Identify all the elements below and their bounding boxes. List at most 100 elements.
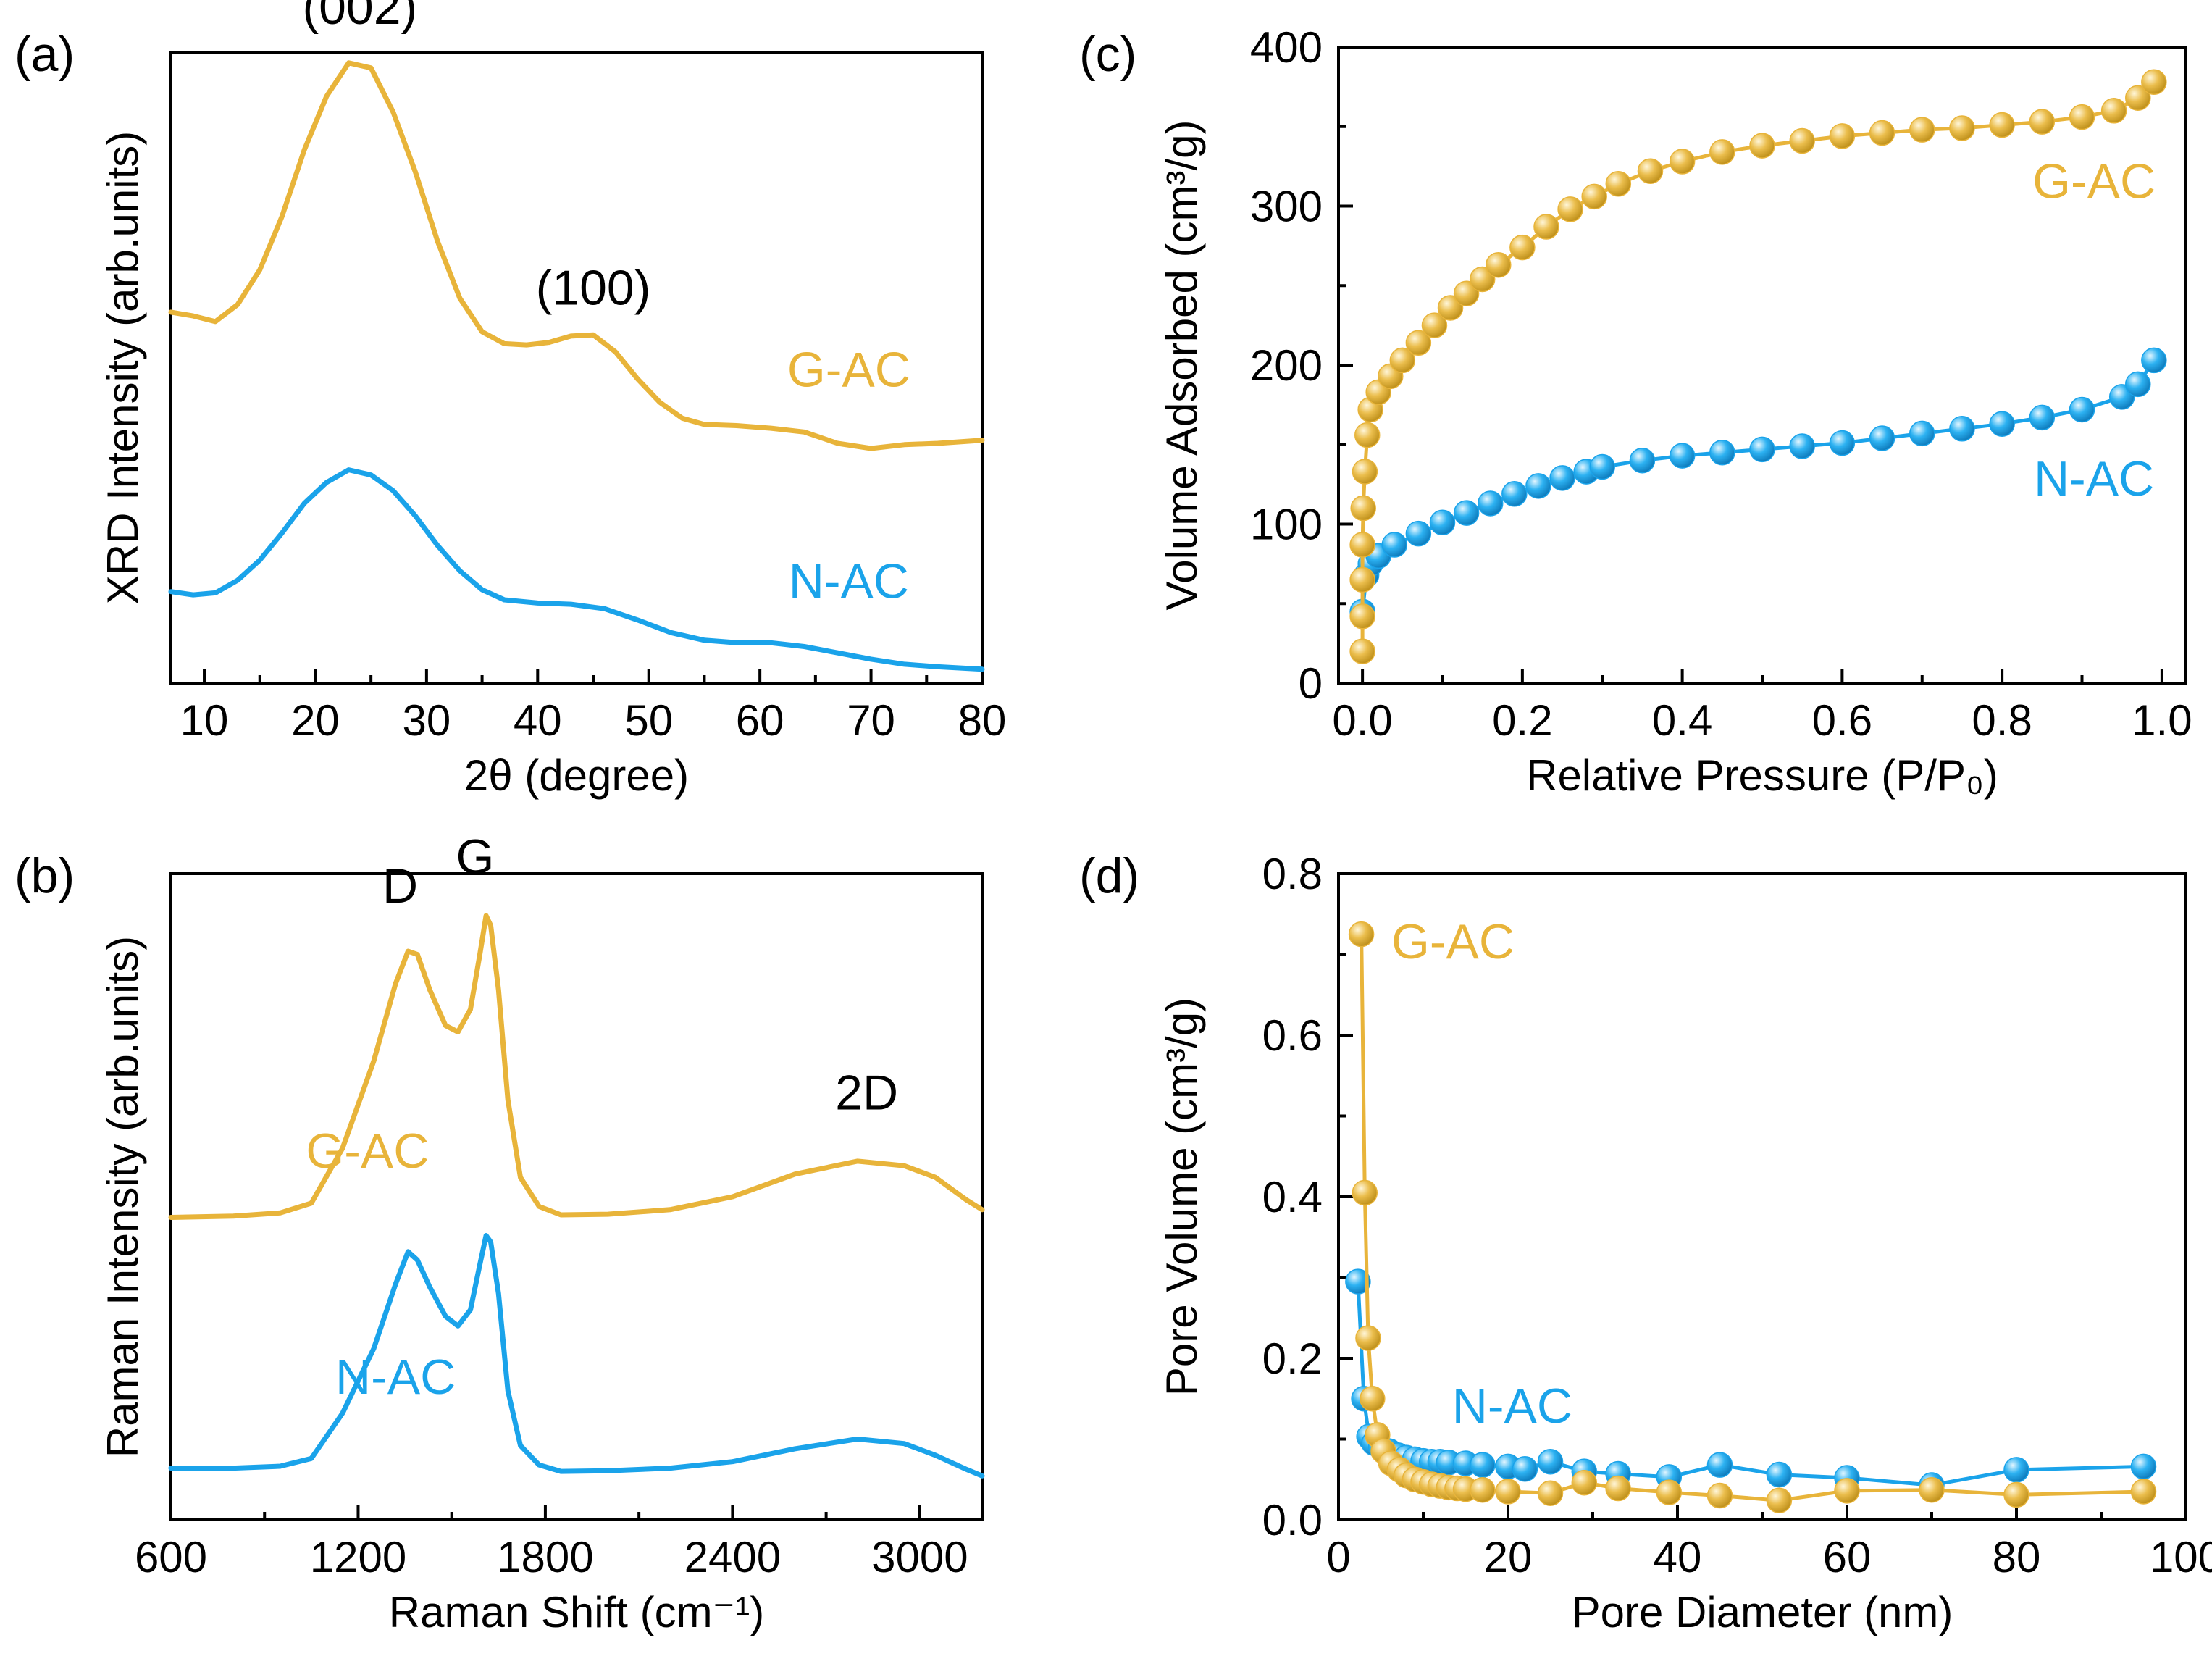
x-tick-label: 30	[403, 696, 451, 745]
y-axis-title: Raman Intensity (arb.units)	[99, 936, 147, 1458]
x-tick-label: 0.0	[1332, 696, 1392, 745]
data-point-g-ac	[2100, 98, 2127, 124]
annotation-label: G-AC	[306, 1124, 429, 1179]
data-point-g-ac	[1354, 422, 1381, 448]
x-tick-label: 20	[1484, 1533, 1533, 1581]
annotation-label: (100)	[536, 260, 651, 315]
data-point-n-ac	[1345, 1268, 1371, 1295]
annotation-label: N-AC	[789, 553, 909, 609]
data-point-n-ac	[1949, 416, 1975, 442]
annotation-label: N-AC	[1452, 1379, 1572, 1434]
data-point-n-ac	[1706, 1452, 1733, 1478]
data-point-g-ac	[1360, 1386, 1386, 1412]
panel-label: (b)	[14, 848, 75, 903]
data-point-n-ac	[1470, 1452, 1496, 1478]
annotation-label: N-AC	[2034, 451, 2154, 506]
data-point-n-ac	[1381, 532, 1408, 558]
data-point-g-ac	[2130, 1479, 2157, 1505]
data-point-n-ac	[1709, 439, 1735, 466]
x-tick-label: 0.2	[1492, 696, 1552, 745]
x-tick-label: 1200	[310, 1533, 406, 1581]
data-point-n-ac	[1766, 1461, 1793, 1488]
data-point-g-ac	[1605, 1475, 1631, 1502]
y-tick-label: 0.4	[1262, 1173, 1323, 1221]
data-point-g-ac	[1989, 112, 2015, 138]
annotation-label: G-AC	[787, 343, 910, 398]
data-point-n-ac	[1869, 425, 1895, 451]
data-point-g-ac	[1421, 312, 1448, 338]
x-tick-label: 40	[1654, 1533, 1702, 1581]
panel-label: (a)	[14, 27, 75, 82]
data-point-g-ac	[1350, 495, 1376, 522]
data-point-g-ac	[2069, 104, 2095, 130]
data-point-n-ac	[1429, 509, 1456, 536]
panel-d-pore-distribution-chart: 0 20 40 60 80 100 0.0 0.2 0.4 0.6 0.8 Pore Diameter…	[1079, 848, 2212, 1636]
x-tick-label: 0	[1326, 1533, 1350, 1581]
series-line-n-ac	[168, 1233, 985, 1479]
data-point-g-ac	[1834, 1478, 1860, 1504]
x-tick-label: 70	[847, 696, 895, 745]
data-point-g-ac	[1669, 149, 1696, 175]
data-point-g-ac	[1749, 133, 1775, 159]
x-tick-label: 600	[135, 1533, 207, 1581]
data-point-n-ac	[2125, 371, 2151, 398]
x-tick-label: 40	[514, 696, 562, 745]
data-point-g-ac	[1352, 459, 1378, 485]
data-point-n-ac	[1501, 481, 1528, 507]
data-point-g-ac	[2125, 85, 2151, 111]
panel-c-isotherm-chart: 0.0 0.2 0.4 0.6 0.8 1.0 0 100 200 300 400 Relative …	[1079, 23, 2192, 800]
data-point-g-ac	[1533, 214, 1559, 240]
annotation-label: G	[456, 829, 495, 885]
data-point-g-ac	[1869, 120, 1895, 146]
data-point-g-ac	[1486, 251, 1512, 278]
x-tick-label: 80	[958, 696, 1007, 745]
data-point-g-ac	[1355, 1325, 1381, 1351]
data-point-n-ac	[1405, 520, 1432, 547]
data-point-g-ac	[1706, 1482, 1733, 1509]
x-tick-label: 60	[736, 696, 784, 745]
data-point-g-ac	[1909, 117, 1935, 143]
data-point-g-ac	[2141, 69, 2167, 96]
data-point-g-ac	[1637, 158, 1664, 184]
series-line-g-ac	[168, 60, 985, 451]
annotation-label: N-AC	[335, 1350, 456, 1405]
data-point-n-ac	[1589, 453, 1615, 480]
x-tick-label: 0.8	[1972, 696, 2032, 745]
data-point-n-ac	[1989, 411, 2015, 437]
data-point-g-ac	[1349, 638, 1375, 664]
y-tick-label: 200	[1250, 341, 1323, 390]
x-tick-label: 2400	[684, 1533, 781, 1581]
annotation-label: G-AC	[2032, 154, 2156, 209]
data-point-n-ac	[1749, 436, 1775, 463]
x-tick-label: 1.0	[2132, 696, 2192, 745]
y-tick-label: 0.2	[1262, 1334, 1323, 1383]
data-point-n-ac	[1512, 1456, 1538, 1482]
data-point-g-ac	[1557, 196, 1583, 222]
data-point-n-ac	[2130, 1453, 2157, 1480]
y-tick-label: 0.0	[1262, 1496, 1323, 1544]
x-tick-label: 0.6	[1812, 696, 1872, 745]
x-tick-label: 0.4	[1652, 696, 1712, 745]
x-tick-label: 100	[2150, 1533, 2212, 1581]
data-point-n-ac	[1789, 433, 1815, 459]
x-tick-label: 60	[1823, 1533, 1872, 1581]
data-point-n-ac	[2029, 404, 2056, 431]
x-axis-title: Pore Diameter (nm)	[1572, 1588, 1953, 1636]
data-point-g-ac	[1829, 123, 1856, 149]
data-point-g-ac	[1789, 127, 1815, 154]
panel-b-raman-chart: 600 1200 1800 2400 3000 Raman Shift (cm⁻¹) Ram…	[14, 829, 985, 1636]
y-axis-title: Volume Adsorbed (cm³/g)	[1157, 120, 1206, 611]
y-tick-label: 0.8	[1262, 850, 1323, 898]
data-point-g-ac	[1509, 234, 1536, 261]
x-tick-label: 50	[624, 696, 673, 745]
data-point-n-ac	[1537, 1448, 1564, 1475]
series-line-n-ac	[168, 467, 985, 672]
x-axis-title: Raman Shift (cm⁻¹)	[389, 1588, 764, 1636]
data-point-g-ac	[1605, 171, 1632, 197]
data-point-g-ac	[2029, 109, 2056, 135]
data-point-g-ac	[1349, 603, 1375, 630]
data-point-n-ac	[1453, 500, 1480, 526]
data-point-n-ac	[2141, 347, 2167, 374]
data-point-n-ac	[1629, 447, 1656, 474]
data-point-n-ac	[1829, 430, 1856, 456]
